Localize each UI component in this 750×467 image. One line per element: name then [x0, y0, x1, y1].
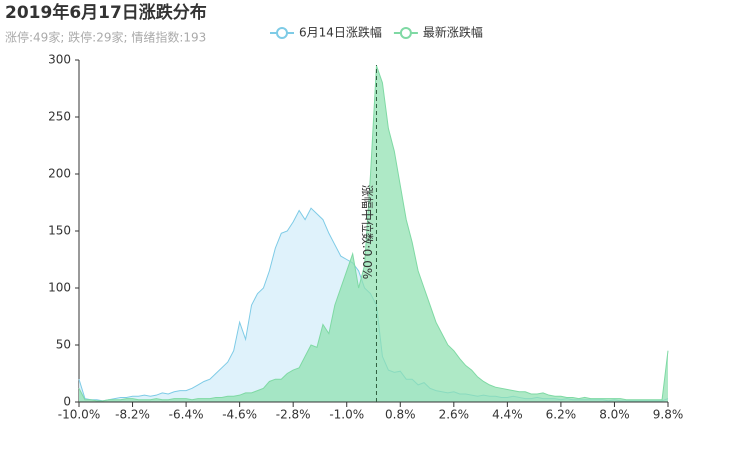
x-tick-label: 0.8% [385, 408, 416, 422]
y-tick-label: 150 [48, 224, 71, 238]
x-tick-label: -1.0% [329, 408, 364, 422]
y-tick-label: 200 [48, 167, 71, 181]
x-tick-label: 8.0% [599, 408, 630, 422]
median-label: 涨幅中位数:0.0% [360, 185, 375, 280]
chart-subtitle: 涨停:49家; 跌停:29家; 情绪指数:193 [5, 30, 206, 45]
y-tick-label: 50 [56, 338, 71, 352]
line [78, 65, 669, 402]
x-tick-label: -4.6% [222, 408, 257, 422]
x-tick-label: -8.2% [115, 408, 150, 422]
x-tick-label: 2.6% [439, 408, 470, 422]
y-tick-label: 300 [48, 53, 71, 67]
y-tick-label: 250 [48, 110, 71, 124]
legend-marker [399, 27, 412, 39]
x-tick-label: -2.8% [276, 408, 311, 422]
chart-title: 2019年6月17日涨跌分布 [5, 2, 207, 23]
legend-marker [276, 27, 288, 39]
x-tick-label: -10.0% [58, 408, 100, 422]
x-tick-label: 6.2% [546, 408, 577, 422]
legend-label: 最新涨跌幅 [423, 25, 483, 40]
area [79, 65, 668, 402]
x-tick-label: 4.4% [492, 408, 523, 422]
y-tick-label: 0 [63, 395, 71, 409]
x-tick-label: 9.8% [653, 408, 684, 422]
y-tick-label: 100 [48, 281, 71, 295]
x-tick-label: -6.4% [169, 408, 204, 422]
legend-label: 6月14日涨跌幅 [299, 25, 382, 40]
